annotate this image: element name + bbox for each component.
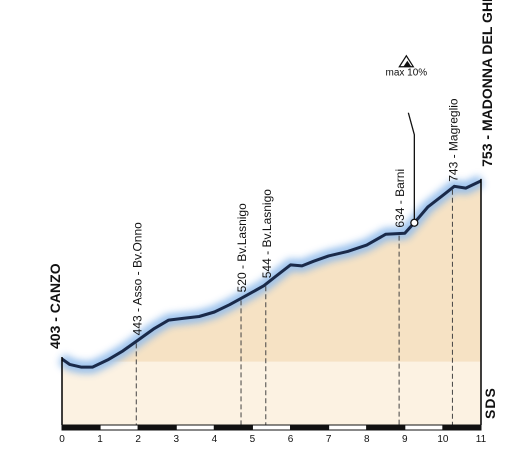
elevation-band [62, 0, 481, 181]
annotation-leader [407, 112, 415, 220]
waypoint-label: 634 - Barni [393, 169, 407, 228]
x-tick-label: 5 [250, 434, 256, 445]
x-tick-label: 2 [135, 434, 141, 445]
annotation-label: max 10% [385, 68, 427, 79]
mountain-icon-fill [403, 60, 412, 67]
waypoint-label: 544 - Bv.Lasnigo [260, 189, 274, 278]
waypoint-label: 743 - Magreglio [446, 98, 460, 182]
axis-segment [61, 424, 101, 431]
x-tick-label: 11 [476, 434, 487, 445]
waypoint-label: 520 - Bv.Lasnigo [235, 203, 249, 292]
axis-segment [442, 424, 482, 431]
x-tick-label: 8 [364, 434, 370, 445]
elevation-band [62, 361, 481, 425]
axis-segment [213, 424, 253, 431]
axis-segment [404, 424, 444, 431]
annotation-dot [410, 218, 419, 227]
axis-segment [366, 424, 406, 431]
axis-segment [290, 424, 330, 431]
axis-segment [175, 424, 215, 431]
max-gradient-annotation: max 10% [385, 54, 427, 227]
x-tick-label: 9 [402, 434, 408, 445]
x-tick-label: 6 [288, 434, 294, 445]
finish-label: 753 - MADONNA DEL GHISALLO [479, 0, 495, 167]
axis-segment [328, 424, 368, 431]
start-label: 403 - CANZO [47, 263, 63, 349]
x-tick-label: 4 [212, 434, 218, 445]
axis-segment [137, 424, 177, 431]
x-tick-label: 7 [326, 434, 332, 445]
x-tick-label: 0 [59, 434, 65, 445]
waypoint-label: 443 - Asso - Bv.Onno [130, 222, 144, 335]
x-tick-label: 1 [97, 434, 103, 445]
axis-segment [99, 424, 139, 431]
waypoint-markers: 443 - Asso - Bv.Onno 520 - Bv.Lasnigo 544 … [130, 98, 460, 425]
axis-segment [251, 424, 292, 431]
x-tick-label: 3 [173, 434, 179, 445]
x-tick-label: 10 [437, 434, 449, 445]
x-axis: 0 1 2 3 4 5 6 7 8 9 10 11 [59, 424, 487, 445]
sds-logo: SDS [482, 387, 498, 419]
